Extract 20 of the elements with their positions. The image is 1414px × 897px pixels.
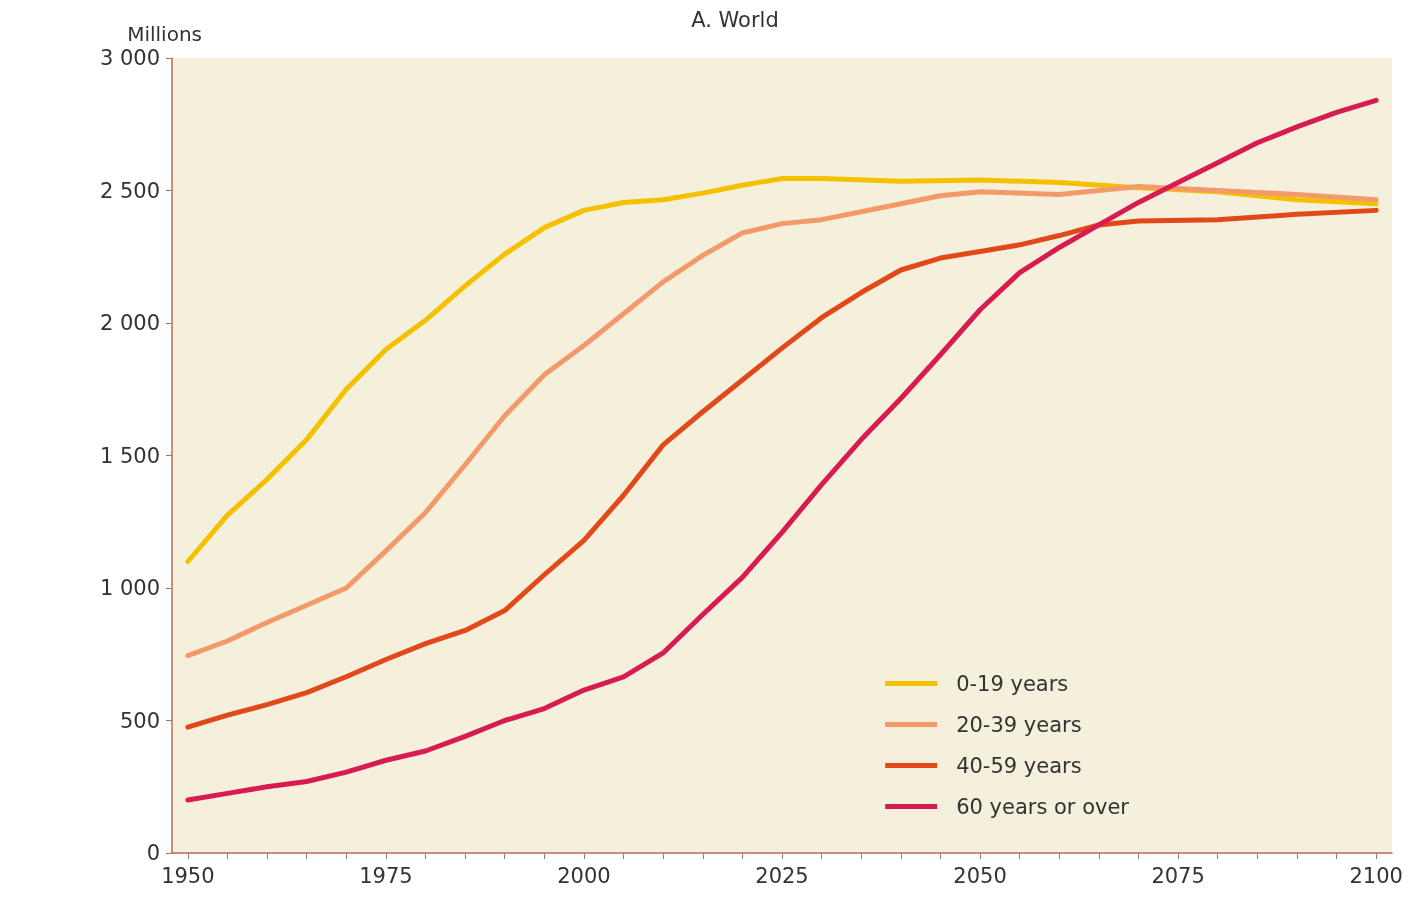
y-tick-label: 3 000	[99, 46, 160, 70]
y-tick-label: 2 500	[99, 178, 160, 203]
x-tick-label: 2075	[1151, 863, 1205, 888]
x-tick-label: 2050	[953, 863, 1007, 888]
x-tick-label: 2000	[557, 863, 611, 888]
y-tick-label: 1 500	[99, 443, 160, 468]
y-tick-label: 1 000	[99, 576, 160, 600]
chart-title: A. World	[691, 7, 779, 32]
x-tick-label: 1975	[359, 863, 413, 888]
legend-label: 0-19 years	[956, 671, 1069, 696]
y-tick-label: 500	[119, 708, 160, 733]
legend-label: 20-39 years	[956, 712, 1082, 737]
legend-label: 60 years or over	[956, 794, 1130, 819]
x-tick-label: 2100	[1349, 863, 1403, 888]
y-axis-title: Millions	[127, 22, 202, 46]
y-tick-label: 0	[146, 841, 160, 865]
x-tick-label: 2025	[755, 863, 809, 888]
x-tick-label: 1950	[161, 863, 215, 888]
legend-label: 40-59 years	[956, 753, 1082, 778]
y-tick-label: 2 000	[99, 311, 160, 335]
